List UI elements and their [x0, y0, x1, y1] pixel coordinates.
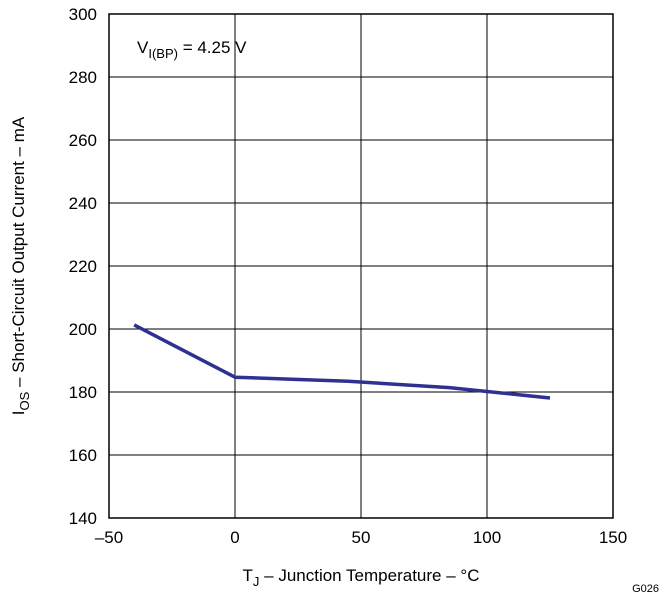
annotation-sub: I(BP): [148, 46, 178, 61]
x-axis-label-sub: J: [253, 574, 260, 589]
y-tick-label: 160: [69, 446, 97, 465]
x-axis-label: TJ – Junction Temperature – °C: [243, 566, 480, 589]
annotation-main: V: [137, 38, 149, 57]
y-tick-label: 300: [69, 5, 97, 24]
figure-id: G026: [632, 583, 659, 595]
x-axis-label-rest: – Junction Temperature – °C: [259, 566, 479, 585]
annotation: VI(BP) = 4.25 V: [137, 38, 247, 61]
x-tick-label: –50: [95, 528, 123, 547]
y-axis-label-rest: – Short-Circuit Output Current – mA: [9, 116, 28, 392]
y-tick-label: 140: [69, 509, 97, 528]
x-tick-label: 150: [599, 528, 627, 547]
x-tick-label: 100: [473, 528, 501, 547]
y-tick-labels: 140 160 180 200 220 240 260 280 300: [69, 5, 97, 528]
y-axis-label-sub: OS: [17, 391, 32, 410]
y-tick-label: 260: [69, 131, 97, 150]
y-axis-label: IOS – Short-Circuit Output Current – mA: [9, 116, 32, 415]
x-tick-label: 50: [352, 528, 371, 547]
y-tick-label: 220: [69, 257, 97, 276]
y-tick-label: 200: [69, 320, 97, 339]
annotation-rest: = 4.25 V: [178, 38, 247, 57]
series-line: [133, 323, 551, 400]
y-tick-label: 180: [69, 383, 97, 402]
x-tick-label: 0: [230, 528, 239, 547]
y-tick-label: 280: [69, 68, 97, 87]
y-axis-label-main: I: [9, 411, 28, 416]
x-tick-labels: –50 0 50 100 150: [95, 528, 627, 547]
plot-frame: [108, 13, 614, 519]
x-axis-label-main: T: [243, 566, 253, 585]
series-group: [133, 323, 551, 400]
y-tick-label: 240: [69, 194, 97, 213]
